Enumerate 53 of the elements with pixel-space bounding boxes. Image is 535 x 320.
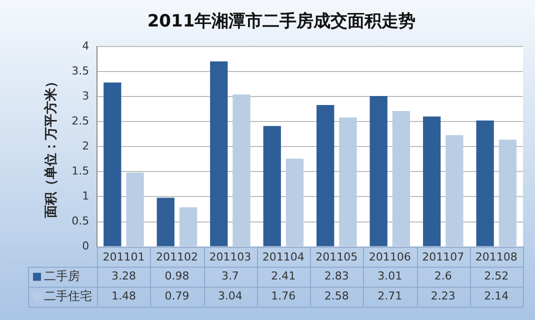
bar bbox=[126, 172, 144, 246]
data-label: 3.7 bbox=[221, 270, 239, 283]
bar bbox=[263, 126, 281, 246]
x-tick-label: 201105 bbox=[316, 250, 358, 264]
bar bbox=[446, 135, 464, 246]
data-label: 2.58 bbox=[324, 290, 349, 303]
y-tick-label: 4 bbox=[82, 39, 90, 52]
y-tick-label: 2.5 bbox=[72, 114, 90, 128]
data-label: 2.52 bbox=[484, 270, 509, 283]
x-tick-label: 201102 bbox=[156, 250, 198, 264]
data-label: 2.6 bbox=[434, 270, 452, 283]
bar bbox=[232, 94, 250, 246]
x-tick-label: 201104 bbox=[262, 250, 304, 264]
bar bbox=[476, 120, 494, 246]
y-axis-title: 面积（单位：万平方米） bbox=[43, 75, 60, 220]
data-label: 0.98 bbox=[164, 270, 190, 283]
data-label: 1.76 bbox=[271, 290, 296, 303]
y-tick-label: 1.5 bbox=[72, 164, 90, 178]
data-label: 2.41 bbox=[271, 270, 296, 283]
bar bbox=[104, 82, 122, 246]
data-label: 2.71 bbox=[378, 290, 402, 303]
y-tick-label: 1 bbox=[82, 190, 90, 203]
data-label: 0.79 bbox=[164, 290, 190, 303]
x-tick-label: 201101 bbox=[102, 250, 145, 264]
y-tick-label: 3 bbox=[82, 89, 90, 102]
bar bbox=[370, 96, 388, 246]
chart-title: 2011年湘潭市二手房成交面积走势 bbox=[147, 12, 416, 32]
x-tick-label: 201106 bbox=[368, 250, 411, 264]
bar bbox=[156, 198, 174, 246]
data-label: 3.28 bbox=[111, 270, 136, 283]
data-label: 3.04 bbox=[218, 290, 242, 303]
legend-label: 二手住宅 bbox=[44, 288, 92, 303]
y-tick-label: 2 bbox=[82, 139, 90, 152]
bar bbox=[392, 111, 410, 246]
data-label: 2.83 bbox=[324, 270, 349, 283]
data-label: 3.01 bbox=[378, 270, 402, 283]
x-tick-label: 201107 bbox=[422, 250, 464, 264]
bar bbox=[339, 118, 357, 246]
y-tick-label: 0 bbox=[82, 240, 90, 253]
bar bbox=[316, 105, 334, 246]
bar bbox=[179, 207, 198, 246]
data-label: 1.48 bbox=[111, 290, 136, 303]
x-tick-label: 201108 bbox=[475, 250, 518, 264]
bar bbox=[286, 158, 304, 246]
data-label: 2.14 bbox=[484, 290, 509, 303]
data-label: 2.23 bbox=[430, 290, 456, 303]
x-tick-label: 201103 bbox=[209, 250, 252, 264]
bar bbox=[210, 61, 228, 246]
y-tick-label: 0.5 bbox=[72, 214, 90, 228]
legend-label: 二手房 bbox=[44, 268, 80, 283]
bar bbox=[498, 140, 517, 246]
bar bbox=[423, 116, 441, 246]
y-tick-label: 3.5 bbox=[72, 64, 90, 78]
